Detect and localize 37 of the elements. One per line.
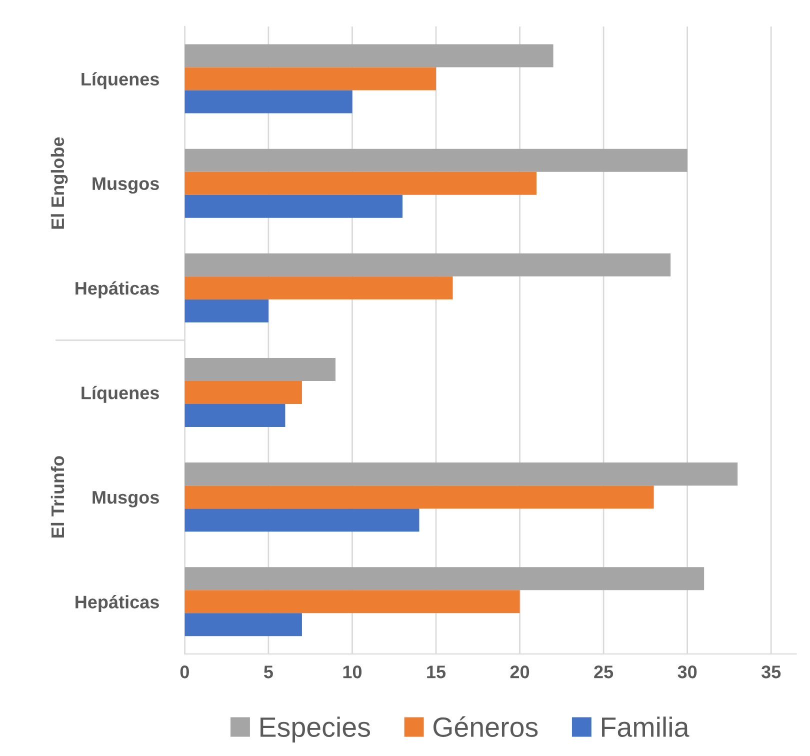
- bar: [184, 462, 738, 486]
- legend-label: Géneros: [433, 716, 538, 737]
- text: El Englobe: [50, 137, 68, 229]
- bar: [184, 508, 420, 532]
- legend-label: Familia: [602, 716, 690, 737]
- bar: [184, 404, 286, 427]
- x-tick-label: 25: [594, 666, 614, 678]
- bar: [184, 358, 336, 381]
- bar: [184, 613, 302, 636]
- legend-label: Especies: [260, 716, 370, 742]
- x-tick-label: 15: [427, 666, 446, 678]
- bar: [184, 194, 402, 218]
- bar: [184, 44, 554, 68]
- bar: [184, 590, 520, 614]
- y-tick-label: Musgos: [92, 177, 159, 194]
- text: El Triunfo: [50, 456, 64, 538]
- x-tick-label: 0: [180, 666, 189, 678]
- bar: [184, 67, 436, 90]
- y-tick-label: Hepáticas: [76, 595, 159, 612]
- y-tick-label: Hepáticas: [76, 281, 159, 298]
- y-tick-label: Líquenes: [82, 386, 159, 403]
- bar: [184, 299, 268, 322]
- bar: [184, 253, 671, 276]
- bar: [184, 380, 302, 404]
- x-tick-label: 10: [343, 666, 362, 678]
- bar: [184, 486, 654, 509]
- x-tick-label: 5: [264, 666, 273, 678]
- x-tick-label: 30: [678, 666, 697, 678]
- x-tick-label: 35: [761, 666, 781, 678]
- bar: [184, 567, 704, 590]
- y-tick-label: Líquenes: [82, 72, 159, 90]
- bar: [184, 90, 352, 114]
- bar: [184, 276, 453, 300]
- y-tick-label: Musgos: [92, 491, 159, 508]
- bar: [184, 148, 688, 172]
- bar: [184, 172, 537, 195]
- x-tick-label: 20: [510, 666, 530, 678]
